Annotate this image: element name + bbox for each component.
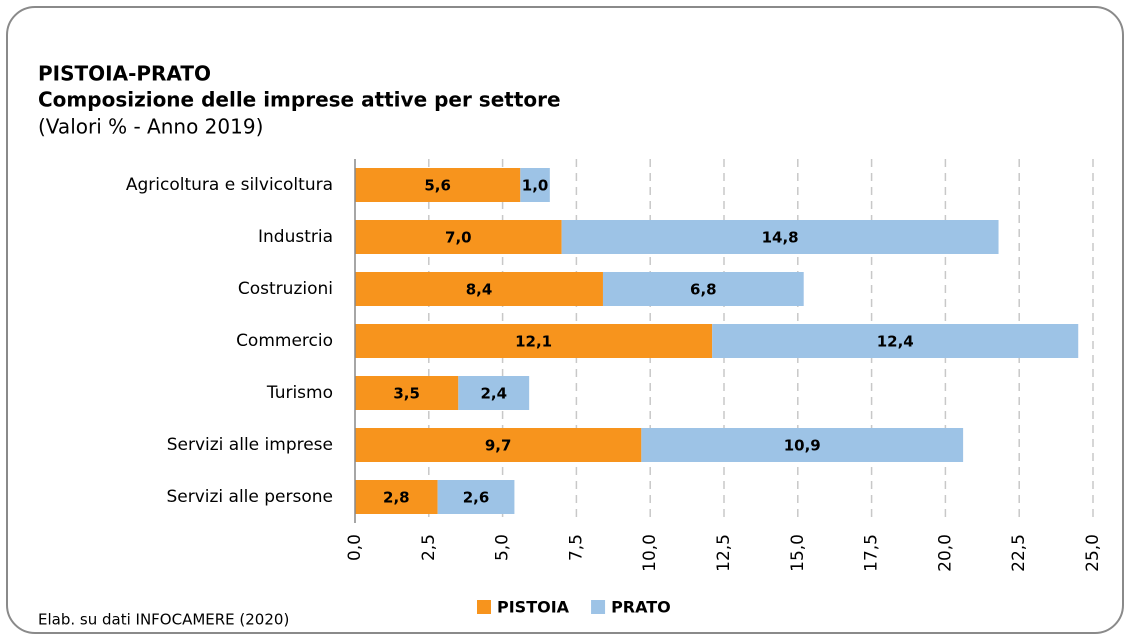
chart-subtitle: Composizione delle imprese attive per se… <box>38 88 561 112</box>
bar-segment <box>712 324 1079 358</box>
y-tick-label: Servizi alle persone <box>166 487 333 507</box>
data-label: 10,9 <box>784 437 821 455</box>
x-tick-label: 2,5 <box>419 534 439 561</box>
data-label: 2,6 <box>463 489 490 507</box>
frame <box>6 6 1124 634</box>
bar-segment <box>437 480 515 514</box>
bar-segment <box>355 428 642 462</box>
x-tick-label: 0,0 <box>345 534 365 561</box>
y-tick-label: Industria <box>258 227 333 247</box>
y-tick-label: Servizi alle imprese <box>167 435 333 455</box>
x-tick-label: 10,0 <box>640 534 660 572</box>
bar-segment <box>355 220 562 254</box>
bar-segment <box>602 272 804 306</box>
source: Elab. su dati INFOCAMERE (2020) <box>38 611 289 629</box>
bar-segment <box>355 376 459 410</box>
x-tick-label: 12,5 <box>714 534 734 572</box>
y-tick-label: Agricoltura e silvicoltura <box>126 175 333 195</box>
data-label: 2,8 <box>383 489 410 507</box>
bar-segment <box>520 168 550 202</box>
legend-label: PRATO <box>611 598 671 617</box>
data-label: 12,4 <box>877 333 914 351</box>
data-label: 12,1 <box>515 333 552 351</box>
y-tick-label: Commercio <box>236 331 333 351</box>
x-tick-label: 7,5 <box>566 534 586 561</box>
x-tick-label: 22,5 <box>1009 534 1029 572</box>
bar-segment <box>355 272 603 306</box>
data-label: 7,0 <box>445 229 472 247</box>
chart-title: PISTOIA-PRATO <box>38 62 211 86</box>
legend-label: PISTOIA <box>497 598 570 617</box>
bar-segment <box>355 324 713 358</box>
chart-note: (Valori % - Anno 2019) <box>38 115 263 139</box>
data-label: 5,6 <box>424 177 451 195</box>
x-tick-label: 15,0 <box>788 534 808 572</box>
y-tick-label: Costruzioni <box>238 279 333 299</box>
bar-segment <box>355 480 438 514</box>
data-label: 8,4 <box>466 281 493 299</box>
y-tick-label: Turismo <box>266 383 333 403</box>
x-tick-label: 20,0 <box>935 534 955 572</box>
legend-swatch <box>591 600 606 614</box>
legend-swatch <box>477 600 491 614</box>
x-tick-label: 25,0 <box>1083 534 1103 572</box>
bar-segment <box>355 168 521 202</box>
x-tick-label: 5,0 <box>493 534 513 561</box>
bar-segment <box>458 376 530 410</box>
data-label: 1,0 <box>522 177 549 195</box>
x-tick-label: 17,5 <box>862 534 882 572</box>
data-label: 9,7 <box>485 437 512 455</box>
data-label: 2,4 <box>480 385 507 403</box>
bar-segment <box>561 220 999 254</box>
data-label: 14,8 <box>762 229 799 247</box>
data-label: 3,5 <box>393 385 420 403</box>
data-label: 6,8 <box>690 281 717 299</box>
bar-segment <box>641 428 964 462</box>
